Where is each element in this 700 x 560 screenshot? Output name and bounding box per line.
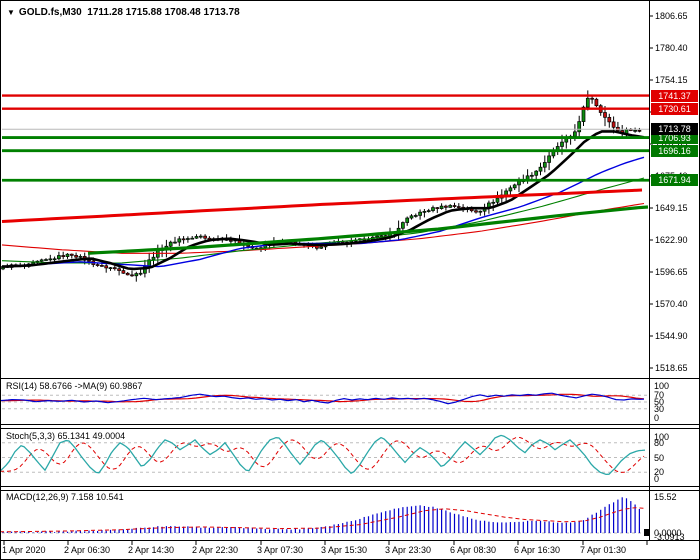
macd-axis-label: 15.52 bbox=[654, 491, 677, 502]
time-axis-label: 3 Apr 15:30 bbox=[321, 545, 368, 555]
price-badge[interactable]: 1730.61 bbox=[651, 102, 698, 115]
price-axis-label: 1570.40 bbox=[655, 299, 688, 309]
stoch-axis-label: 50 bbox=[654, 452, 665, 463]
trendline-green bbox=[87, 205, 649, 255]
price-axis-label: 1806.65 bbox=[655, 11, 688, 21]
price-axis-label: 1754.15 bbox=[655, 75, 688, 85]
ma-black bbox=[1, 130, 645, 271]
time-axis-label: 3 Apr 07:30 bbox=[257, 545, 304, 555]
rsi-indicator-label: RSI(14) 58.6766 ->MA(9) 60.9867 bbox=[6, 381, 143, 391]
rsi-axis-label: 50 bbox=[654, 397, 665, 407]
price-badge[interactable]: 1671.94 bbox=[651, 174, 698, 187]
stoch-axis-label: 100 bbox=[654, 432, 670, 442]
rsi-axis-label: 30 bbox=[654, 403, 665, 414]
price-axis-label: 1780.40 bbox=[655, 43, 688, 53]
stoch-k-line bbox=[0, 434, 646, 476]
time-axis-label: 2 Apr 06:30 bbox=[64, 545, 111, 555]
time-axis-label: 2 Apr 22:30 bbox=[192, 545, 239, 555]
time-axis-label: 1 Apr 2020 bbox=[2, 545, 46, 555]
moving-averages bbox=[1, 130, 649, 271]
stoch-indicator-label: Stoch(5,3,3) 65.1341 49.0004 bbox=[6, 431, 126, 441]
rsi-line bbox=[0, 392, 645, 405]
rsi-panel[interactable] bbox=[0, 392, 649, 410]
rsi-axis-label: 0 bbox=[654, 413, 660, 423]
time-axis-label: 6 Apr 08:30 bbox=[450, 545, 497, 555]
macd-signal-line bbox=[0, 507, 646, 533]
ma-blue bbox=[1, 156, 645, 268]
macd-indicator-label: MACD(12,26,9) 7.158 10.541 bbox=[6, 492, 124, 502]
macd-panel[interactable] bbox=[0, 497, 650, 536]
main-chart-area[interactable] bbox=[1, 90, 650, 282]
stoch-d-line bbox=[0, 436, 645, 473]
price-badge[interactable]: 1713.78 bbox=[651, 123, 698, 136]
chart-title: ▼ GOLD.fs,M30 1711.28 1715.88 1708.48 171… bbox=[7, 7, 240, 18]
symbol-ohlc: 1711.28 1715.88 1708.48 1713.78 bbox=[87, 7, 240, 18]
rsi-axis-label: 70 bbox=[654, 390, 665, 401]
price-badge[interactable]: 1741.37 bbox=[651, 89, 698, 102]
price-axis-label: 1622.90 bbox=[655, 235, 688, 245]
macd-axis-label: 0.0000 bbox=[654, 528, 682, 538]
stoch-panel[interactable] bbox=[0, 434, 649, 476]
stoch-axis-label: 0 bbox=[654, 474, 660, 484]
stoch-axis-label: 80 bbox=[654, 437, 665, 448]
price-axis-label: 1596.65 bbox=[655, 267, 688, 277]
time-axis-label: 7 Apr 01:30 bbox=[580, 545, 627, 555]
macd-axis-label: -3.0913 bbox=[654, 532, 685, 542]
symbol-name: GOLD.fs,M30 bbox=[18, 7, 82, 18]
price-level-lines[interactable] bbox=[2, 94, 649, 182]
price-axis-label: 1701.65 bbox=[655, 139, 688, 149]
price-badge[interactable]: 1696.16 bbox=[651, 144, 698, 157]
symbol-dropdown-icon[interactable]: ▼ bbox=[7, 8, 15, 17]
stoch-axis-label: 20 bbox=[654, 467, 665, 478]
time-axis-label: 3 Apr 23:30 bbox=[385, 545, 432, 555]
price-axis-label: 1544.90 bbox=[655, 331, 688, 341]
time-axis-label: 6 Apr 16:30 bbox=[514, 545, 561, 555]
price-axis-label: 1518.65 bbox=[655, 363, 688, 373]
macd-current-marker bbox=[644, 529, 650, 536]
price-axis-label: 1649.15 bbox=[655, 203, 688, 213]
macd-histogram bbox=[2, 497, 641, 533]
trendline-red bbox=[1, 188, 643, 223]
time-axis-label: 2 Apr 14:30 bbox=[128, 545, 175, 555]
rsi-axis-label: 100 bbox=[654, 381, 670, 391]
